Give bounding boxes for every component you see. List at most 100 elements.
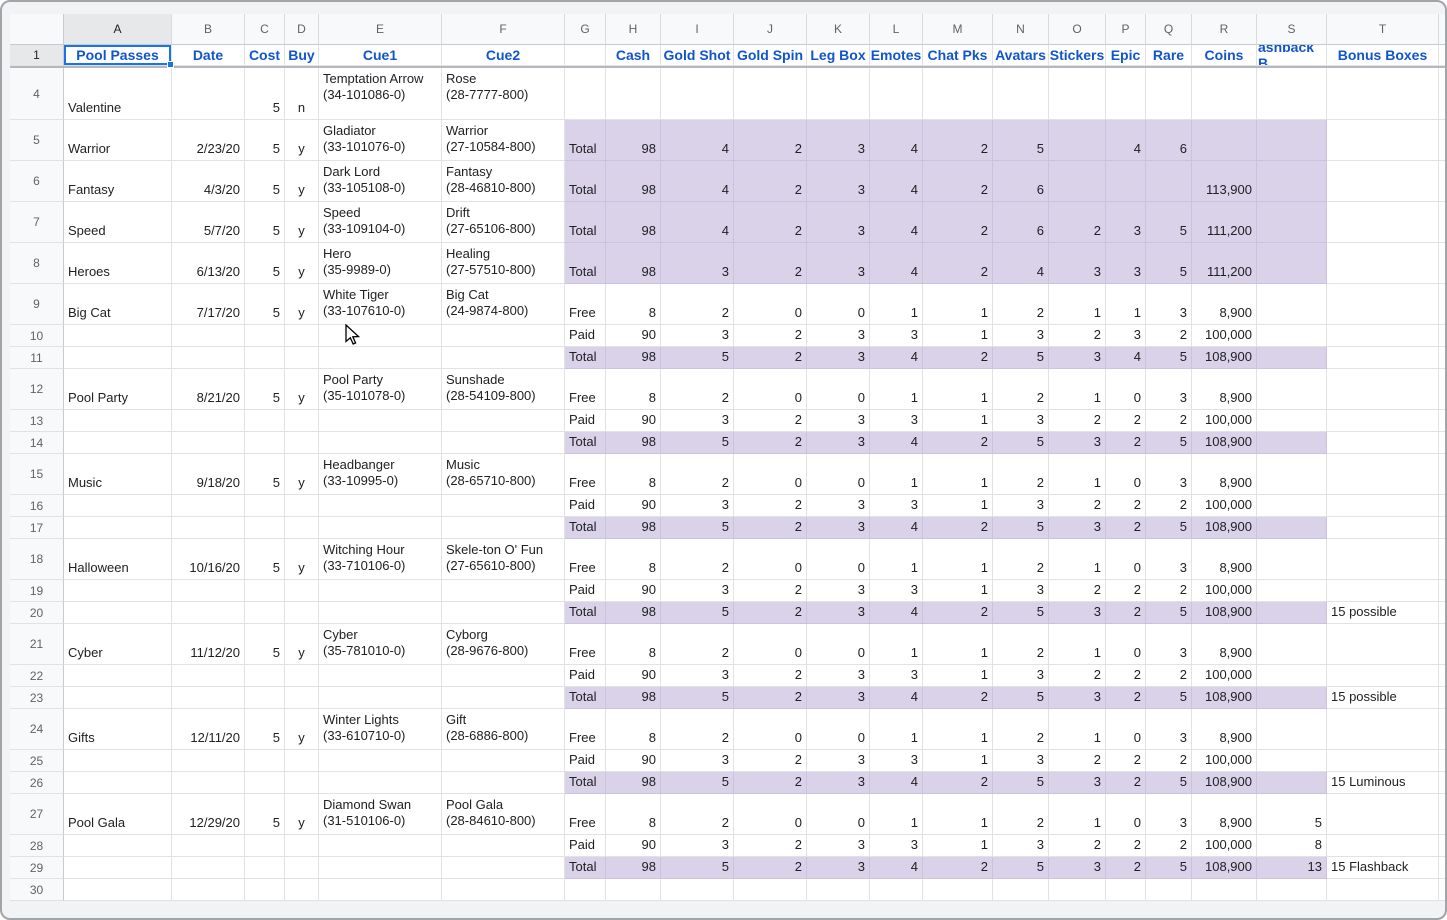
cell-N11[interactable]: 5	[993, 347, 1049, 369]
cell-M10[interactable]: 1	[923, 325, 993, 347]
cell-J8[interactable]: 2	[734, 243, 807, 284]
cell-H12[interactable]: 8	[606, 369, 661, 410]
cell-F19[interactable]	[442, 580, 565, 602]
cell-F5[interactable]: Warrior (27-10584-800)	[442, 120, 565, 161]
cell-Q30[interactable]	[1146, 879, 1192, 901]
cell-T21[interactable]	[1327, 624, 1439, 665]
cell-B10[interactable]	[172, 325, 245, 347]
cell-Q19[interactable]: 2	[1146, 580, 1192, 602]
column-header-C[interactable]: C	[245, 14, 285, 45]
cell-F7[interactable]: Drift (27-65106-800)	[442, 202, 565, 243]
row-header-11[interactable]: 11	[10, 347, 64, 369]
cell-L18[interactable]: 1	[870, 539, 923, 580]
header-cell-P1[interactable]: Epic	[1106, 45, 1146, 66]
cell-J18[interactable]: 0	[734, 539, 807, 580]
cell-T4[interactable]	[1327, 68, 1439, 120]
cell-H4[interactable]	[606, 68, 661, 120]
cell-P27[interactable]: 0	[1106, 794, 1146, 835]
cell-S25[interactable]	[1257, 750, 1327, 772]
cell-M4[interactable]	[923, 68, 993, 120]
column-header-R[interactable]: R	[1192, 14, 1257, 45]
cell-J23[interactable]: 2	[734, 687, 807, 709]
cell-E22[interactable]	[319, 665, 442, 687]
cell-L12[interactable]: 1	[870, 369, 923, 410]
cell-L14[interactable]: 4	[870, 432, 923, 454]
cell-C27[interactable]: 5	[245, 794, 285, 835]
cell-D23[interactable]	[285, 687, 319, 709]
row-header-13[interactable]: 13	[10, 410, 64, 432]
cell-T14[interactable]	[1327, 432, 1439, 454]
cell-E23[interactable]	[319, 687, 442, 709]
cell-E18[interactable]: Witching Hour (33-710106-0)	[319, 539, 442, 580]
cell-E26[interactable]	[319, 772, 442, 794]
cell-G26[interactable]: Total	[565, 772, 606, 794]
cell-G9[interactable]: Free	[565, 284, 606, 325]
cell-Q13[interactable]: 2	[1146, 410, 1192, 432]
cell-I19[interactable]: 3	[661, 580, 734, 602]
cell-A26[interactable]	[64, 772, 172, 794]
cell-T17[interactable]	[1327, 517, 1439, 539]
cell-M7[interactable]: 2	[923, 202, 993, 243]
cell-T29[interactable]: 15 Flashback	[1327, 857, 1439, 879]
cell-A6[interactable]: Fantasy	[64, 161, 172, 202]
cell-C25[interactable]	[245, 750, 285, 772]
cell-I29[interactable]: 5	[661, 857, 734, 879]
cell-M5[interactable]: 2	[923, 120, 993, 161]
cell-M6[interactable]: 2	[923, 161, 993, 202]
cell-F12[interactable]: Sunshade (28-54109-800)	[442, 369, 565, 410]
cell-A18[interactable]: Halloween	[64, 539, 172, 580]
row-header-8[interactable]: 8	[10, 243, 64, 284]
column-header-S[interactable]: S	[1257, 14, 1327, 45]
cell-L19[interactable]: 3	[870, 580, 923, 602]
cell-Q21[interactable]: 3	[1146, 624, 1192, 665]
cell-S4[interactable]	[1257, 68, 1327, 120]
cell-F4[interactable]: Rose (28-7777-800)	[442, 68, 565, 120]
cell-P19[interactable]: 2	[1106, 580, 1146, 602]
cell-B23[interactable]	[172, 687, 245, 709]
cell-F8[interactable]: Healing (27-57510-800)	[442, 243, 565, 284]
cell-C29[interactable]	[245, 857, 285, 879]
cell-B12[interactable]: 8/21/20	[172, 369, 245, 410]
row-header-30[interactable]: 30	[10, 879, 64, 901]
cell-L7[interactable]: 4	[870, 202, 923, 243]
cell-F10[interactable]	[442, 325, 565, 347]
cell-Q15[interactable]: 3	[1146, 454, 1192, 495]
cell-T10[interactable]	[1327, 325, 1439, 347]
cell-O7[interactable]: 2	[1049, 202, 1106, 243]
cell-K20[interactable]: 3	[807, 602, 870, 624]
cell-L5[interactable]: 4	[870, 120, 923, 161]
cell-T12[interactable]	[1327, 369, 1439, 410]
column-header-I[interactable]: I	[661, 14, 734, 45]
cell-P9[interactable]: 1	[1106, 284, 1146, 325]
cell-M27[interactable]: 1	[923, 794, 993, 835]
cell-B21[interactable]: 11/12/20	[172, 624, 245, 665]
cell-M17[interactable]: 2	[923, 517, 993, 539]
column-header-B[interactable]: B	[172, 14, 245, 45]
cell-J11[interactable]: 2	[734, 347, 807, 369]
cell-R17[interactable]: 108,900	[1192, 517, 1257, 539]
cell-C19[interactable]	[245, 580, 285, 602]
cell-E14[interactable]	[319, 432, 442, 454]
cell-E24[interactable]: Winter Lights (33-610710-0)	[319, 709, 442, 750]
header-cell-H1[interactable]: Cash	[606, 45, 661, 66]
cell-O23[interactable]: 3	[1049, 687, 1106, 709]
cell-F24[interactable]: Gift (28-6886-800)	[442, 709, 565, 750]
cell-I20[interactable]: 5	[661, 602, 734, 624]
cell-K19[interactable]: 3	[807, 580, 870, 602]
cell-S21[interactable]	[1257, 624, 1327, 665]
row-header-28[interactable]: 28	[10, 835, 64, 857]
cell-P24[interactable]: 0	[1106, 709, 1146, 750]
cell-B17[interactable]	[172, 517, 245, 539]
cell-B24[interactable]: 12/11/20	[172, 709, 245, 750]
cell-C9[interactable]: 5	[245, 284, 285, 325]
column-header-J[interactable]: J	[734, 14, 807, 45]
cell-L29[interactable]: 4	[870, 857, 923, 879]
cell-B15[interactable]: 9/18/20	[172, 454, 245, 495]
cell-M16[interactable]: 1	[923, 495, 993, 517]
row-header-7[interactable]: 7	[10, 202, 64, 243]
cell-A16[interactable]	[64, 495, 172, 517]
row-header-22[interactable]: 22	[10, 665, 64, 687]
cell-R15[interactable]: 8,900	[1192, 454, 1257, 495]
cell-L27[interactable]: 1	[870, 794, 923, 835]
cell-G8[interactable]: Total	[565, 243, 606, 284]
